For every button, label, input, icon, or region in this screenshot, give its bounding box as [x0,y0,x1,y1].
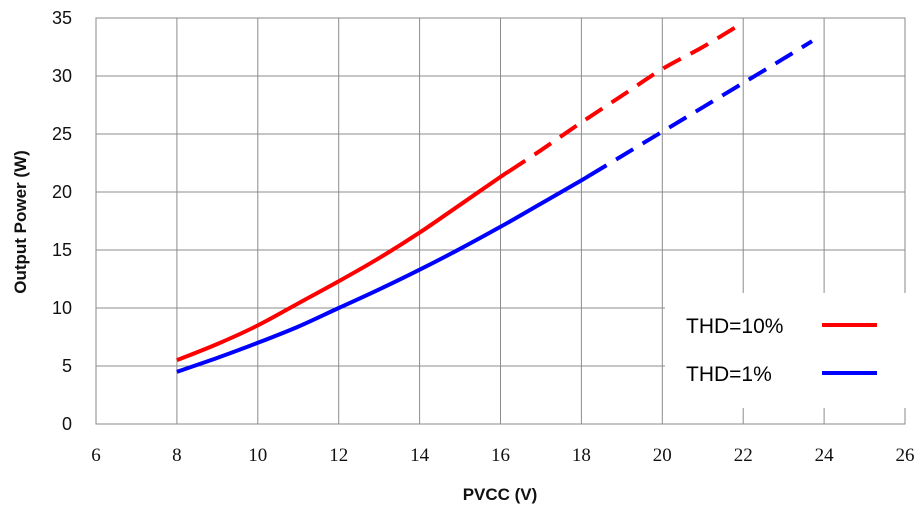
y-tick-label: 0 [62,414,72,434]
x-tick-label: 12 [329,445,348,466]
series-layer [176,20,814,374]
x-tick-label: 8 [172,445,182,466]
y-axis-ticks: 0 5 10 15 20 25 30 35 [52,8,72,434]
series-1-dashed-line [588,39,814,178]
series-0-solid-line [176,169,510,363]
y-tick-label: 25 [52,124,72,144]
legend: THD=10% THD=1% [665,293,910,408]
x-tick-label: 24 [815,445,835,466]
legend-box [665,293,910,408]
y-tick-label: 35 [52,8,72,28]
y-tick-label: 10 [52,298,72,318]
y-axis-title: Output Power (W) [11,150,30,294]
x-tick-label: 18 [572,445,591,466]
y-tick-label: 30 [52,66,72,86]
x-tick-label: 22 [734,445,753,466]
x-tick-label: 10 [248,445,267,466]
x-tick-label: 6 [91,445,101,466]
plot-area-border [95,17,906,425]
legend-label-thd1: THD=1% [686,363,772,386]
x-axis-ticks: 6 8 10 12 14 16 18 20 22 24 26 [91,445,914,466]
series-0-dashed-line [507,20,745,174]
y-tick-label: 5 [62,356,72,376]
y-tick-label: 15 [52,240,72,260]
x-tick-label: 14 [410,445,430,466]
x-tick-label: 20 [653,445,672,466]
series-1-solid-line [176,173,591,374]
legend-label-thd10: THD=10% [686,315,783,338]
x-tick-label: 26 [896,445,915,466]
x-axis-title: PVCC (V) [463,485,538,504]
y-tick-label: 20 [52,182,72,202]
x-tick-label: 16 [491,445,510,466]
